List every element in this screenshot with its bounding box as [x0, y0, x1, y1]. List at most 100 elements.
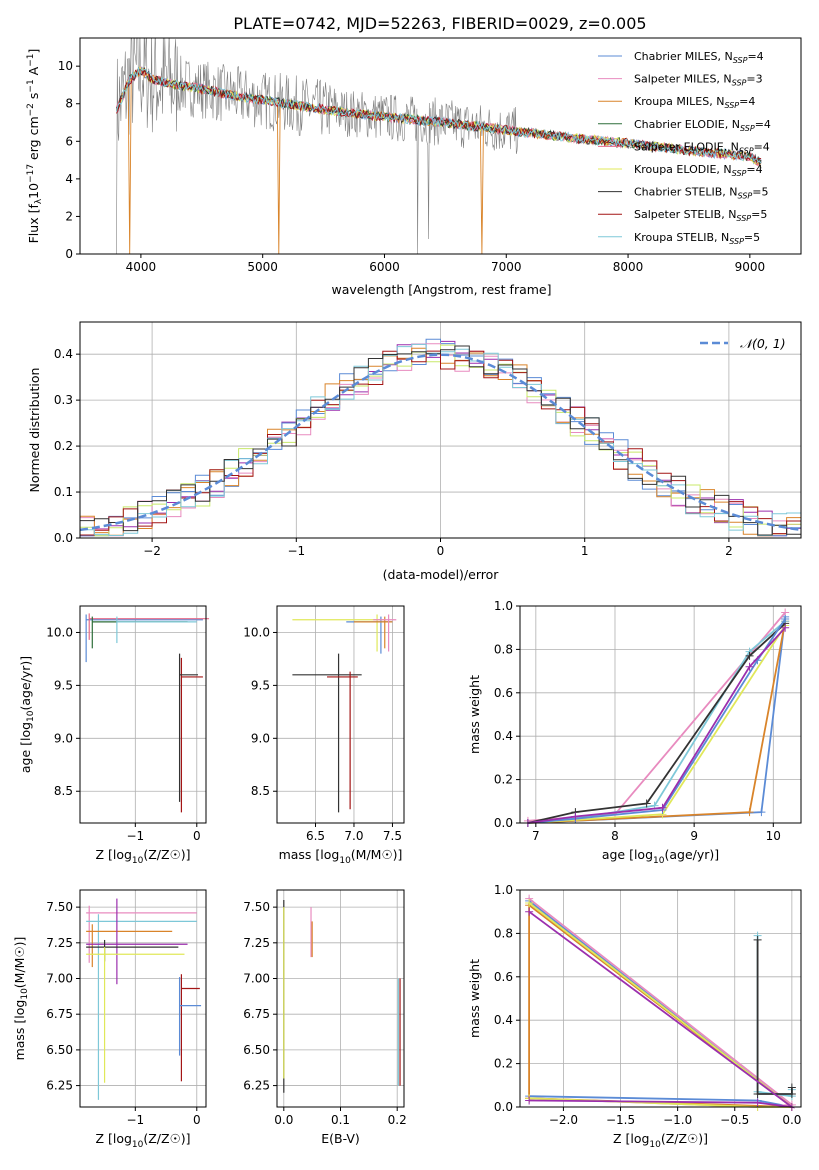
- legend-sub: SSP: [736, 214, 751, 223]
- y-axis-label: mass weight: [467, 675, 482, 754]
- rest4: A: [26, 66, 41, 79]
- y-tick-label: 6.25: [46, 1079, 73, 1093]
- axes-frame: [79, 889, 207, 1108]
- y-tick-label: 6: [65, 134, 73, 148]
- y-tick-label: 9.0: [251, 731, 270, 745]
- y-tick-label: 9.5: [251, 678, 270, 692]
- y-tick-label: 7.25: [243, 936, 270, 950]
- x-tick-label: 6.5: [306, 829, 325, 843]
- y-tick-label: 6.50: [46, 1043, 73, 1057]
- legend-sub: SSP: [732, 169, 747, 178]
- x-tick-label: 0.1: [331, 1113, 350, 1127]
- legend-sub: SSP: [739, 146, 754, 155]
- x-tick-label: 0.0: [782, 1113, 801, 1127]
- y-tick-label: 0.6: [494, 686, 513, 700]
- x-tick-label: 7000: [491, 260, 522, 274]
- y-tick-label: 0.3: [54, 393, 73, 407]
- y-tick-label: 7.25: [46, 936, 73, 950]
- y-tick-label: 0.6: [494, 970, 513, 984]
- x-tick-label: 8: [611, 829, 619, 843]
- x-axis-label: Z [log10(Z/Z☉)]: [95, 1131, 190, 1150]
- legend-entry: Salpeter MILES, NSSP=3: [634, 73, 763, 88]
- weight-line: [756, 939, 793, 1095]
- legend-entry: Chabrier ELODIE, NSSP=4: [634, 118, 771, 133]
- weight-marker: [781, 615, 790, 624]
- rest5: ]: [26, 49, 41, 54]
- panel-weight_vs_age: 7 8 9 10 0.0 0.2 0.4 0.6 0.8 1.0 age [log10(age/yr…: [467, 599, 802, 866]
- y-tick-label: 0.4: [494, 1013, 513, 1027]
- x-tick-label: 0.2: [388, 1113, 407, 1127]
- x-axis-label-rest: (Z/Z☉)]: [143, 847, 190, 862]
- weight-marker: [753, 1098, 762, 1107]
- x-axis-label: Z [log10(Z/Z☉)]: [95, 847, 190, 866]
- y-axis-label: age [log10(age/yr)]: [18, 656, 36, 773]
- legend-entry: Kroupa STELIB, NSSP=5: [634, 231, 760, 246]
- legend-entry: Salpeter ELODIE, NSSP=4: [634, 140, 770, 155]
- x-tick-label: −1: [126, 829, 144, 843]
- x-tick-label: 0.0: [274, 1113, 293, 1127]
- x-axis-label-rest: (M/M☉)]: [351, 847, 403, 862]
- axes-frame: [519, 889, 802, 1108]
- x-tick-label: 7.5: [383, 829, 402, 843]
- weight-marker: [525, 1096, 534, 1105]
- y-tick-label: 6.50: [243, 1043, 270, 1057]
- x-axis-label: wavelength [Angstrom, rest frame]: [331, 282, 551, 297]
- weight-marker: [787, 1083, 796, 1092]
- y-tick-label: 0: [65, 247, 73, 261]
- weight-marker: [745, 651, 754, 660]
- y-axis-label: Flux [fλ10−17 erg cm−2 s−1 A−1]: [26, 49, 44, 244]
- y-tick-label: 0.2: [54, 439, 73, 453]
- x-axis-label-rest: (age/yr)]: [664, 847, 719, 862]
- y-tick-label: 2: [65, 209, 73, 223]
- legend-suffix: =5: [744, 231, 760, 244]
- y-tick-label: 1.0: [494, 883, 513, 897]
- weight-line: [528, 910, 796, 1109]
- axes-frame: [276, 889, 405, 1108]
- x-axis-label-sub: 10: [649, 1140, 661, 1150]
- x-tick-label: −2: [143, 544, 161, 558]
- weight-marker: [525, 899, 534, 908]
- figure-title: PLATE=0742, MJD=52263, FIBERID=0029, z=0…: [233, 14, 646, 33]
- x-tick-label: 2: [725, 544, 733, 558]
- legend-entry: Chabrier MILES, NSSP=4: [634, 50, 764, 65]
- x-axis-label-sub: 10: [132, 1140, 144, 1150]
- y-tick-label: 7.00: [46, 972, 73, 986]
- y-tick-label: 0.4: [54, 347, 73, 361]
- x-axis-label: age [log10(age/yr)]: [602, 847, 719, 866]
- x-tick-label: 7.0: [344, 829, 363, 843]
- y-tick-label: 0.0: [54, 531, 73, 545]
- x-tick-label: 0: [437, 544, 445, 558]
- x-axis-label: E(B-V): [321, 1131, 360, 1146]
- weight-marker: [642, 799, 651, 808]
- legend-sub: SSP: [733, 56, 748, 65]
- y-axis-label: mass weight: [467, 959, 482, 1038]
- x-tick-label: −2.0: [549, 1113, 578, 1127]
- y-tick-label: 0.8: [494, 926, 513, 940]
- weight-marker: [571, 812, 580, 821]
- panel-weight_vs_Z: −2.0 −1.5 −1.0 −0.5 0.0 0.0 0.2 0.4 0.6 0.8 1.0 Z […: [467, 883, 802, 1150]
- legend-suffix: =3: [746, 73, 762, 86]
- x-tick-label: 8000: [613, 260, 644, 274]
- rest3: s: [26, 93, 41, 104]
- y-tick-label: 9.5: [54, 678, 73, 692]
- legend-sub: SSP: [740, 124, 755, 133]
- x-tick-label: −0.5: [720, 1113, 749, 1127]
- x-axis-label-sub: 10: [653, 856, 665, 866]
- y-tick-label: 10.0: [46, 625, 73, 639]
- weight-marker: [753, 935, 762, 944]
- histogram-step-line: [80, 345, 801, 536]
- x-axis-label: (data-model)/error: [383, 567, 500, 582]
- y-tick-label: 8.5: [54, 784, 73, 798]
- x-tick-label: −1: [126, 1113, 144, 1127]
- x-axis-label: mass [log10(M/M☉)]: [279, 847, 403, 866]
- legend-entry: 𝒩(0, 1): [740, 336, 786, 351]
- y-tick-label: 4: [65, 172, 73, 186]
- rest: (age/yr)]: [18, 656, 33, 711]
- x-tick-label: −1.0: [663, 1113, 692, 1127]
- sub: λ: [34, 198, 44, 204]
- y-tick-label: 10: [58, 59, 73, 73]
- y-tick-label: 6.75: [46, 1007, 73, 1021]
- y-tick-label: 7.00: [243, 972, 270, 986]
- y-tick-label: 0.0: [494, 1100, 513, 1114]
- weight-marker: [745, 662, 754, 671]
